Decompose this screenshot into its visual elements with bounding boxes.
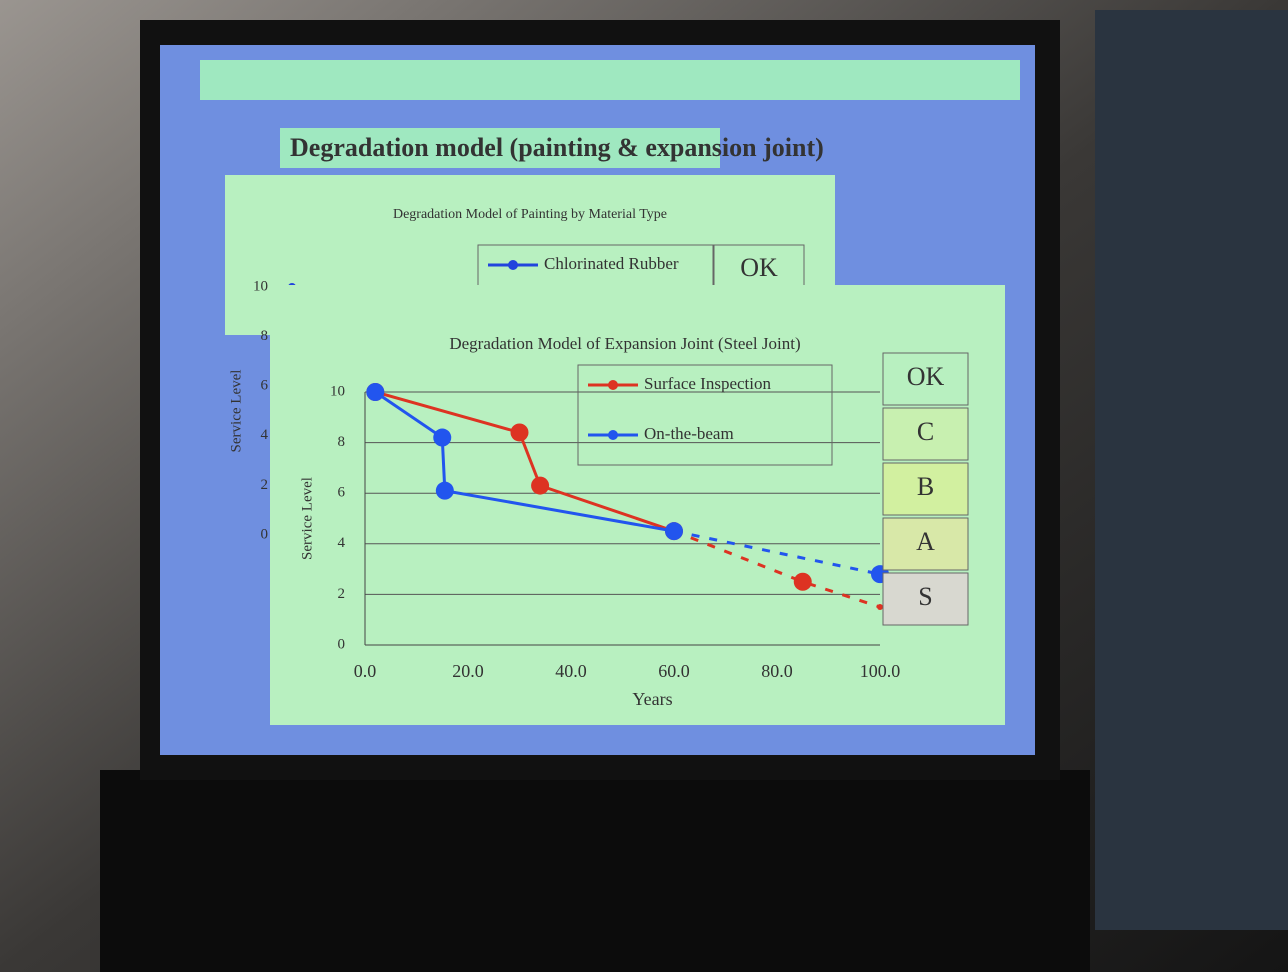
data-point: [794, 573, 812, 591]
y-tick-label: 0: [261, 526, 269, 542]
data-point: [433, 429, 451, 447]
x-tick-label: 60.0: [658, 661, 690, 681]
y-axis-label: Service Level: [228, 370, 244, 453]
x-tick-label: 100.0: [860, 661, 901, 681]
screen-base: [100, 770, 1090, 972]
y-axis-label: Service Level: [299, 477, 315, 560]
title-bar: [200, 60, 1020, 100]
data-point: [877, 604, 883, 610]
slide-title: Degradation model (painting & expansion …: [290, 133, 824, 162]
legend-label: Surface Inspection: [644, 374, 771, 393]
y-tick-label: 2: [338, 586, 346, 602]
y-tick-label: 8: [338, 434, 346, 450]
grade-label: B: [917, 472, 934, 501]
grade-label: A: [916, 527, 935, 556]
y-tick-label: 6: [338, 485, 346, 501]
grade-label: S: [918, 582, 932, 611]
y-tick-label: 0: [338, 636, 346, 652]
chart-title: Degradation Model of Painting by Materia…: [393, 207, 667, 222]
y-tick-label: 6: [261, 378, 269, 394]
data-point: [531, 477, 549, 495]
x-tick-label: 20.0: [452, 661, 484, 681]
legend-marker: [608, 380, 618, 390]
legend-label: Chlorinated Rubber: [544, 254, 679, 273]
y-tick-label: 4: [338, 535, 346, 551]
legend-marker: [508, 260, 518, 270]
legend-label: On-the-beam: [644, 424, 734, 443]
grade-label: C: [917, 417, 934, 446]
x-tick-label: 40.0: [555, 661, 587, 681]
grade-label: OK: [907, 362, 945, 391]
x-tick-label: 80.0: [761, 661, 793, 681]
y-tick-label: 8: [261, 328, 269, 344]
x-axis-label: Years: [632, 689, 672, 709]
data-point: [366, 383, 384, 401]
data-point: [511, 423, 529, 441]
chart-title: Degradation Model of Expansion Joint (St…: [449, 334, 800, 353]
x-tick-label: 0.0: [354, 661, 377, 681]
data-point: [436, 482, 454, 500]
data-point: [665, 522, 683, 540]
banner: [1095, 10, 1288, 930]
y-tick-label: 10: [330, 383, 345, 399]
legend-marker: [608, 430, 618, 440]
y-tick-label: 4: [261, 427, 269, 443]
y-tick-label: 2: [261, 477, 269, 493]
photo: Degradation model (painting & expansion …: [0, 0, 1288, 972]
grade-label: OK: [740, 253, 778, 282]
y-tick-label: 10: [253, 278, 268, 294]
